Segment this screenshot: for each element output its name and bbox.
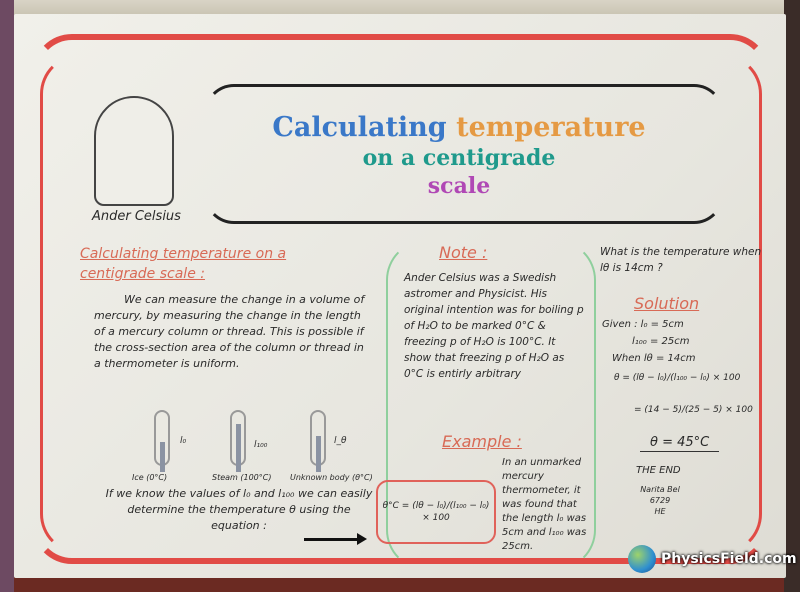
poster-title: Calculating temperature on a centigrade …: [244, 112, 674, 200]
arrow-icon: [304, 538, 359, 541]
signature-name: Narita Bel: [640, 485, 680, 494]
length-label: l₀: [180, 436, 187, 446]
length-label: l₁₀₀: [254, 440, 268, 450]
thermometer-icon: [310, 410, 326, 472]
solution-line: When lθ = 14cm: [612, 353, 696, 364]
length-label: l_θ: [334, 436, 347, 446]
question: What is the temperature when lθ is 14cm …: [600, 246, 762, 274]
left-bottom-text: If we know the values of l₀ and l₁₀₀ we …: [105, 487, 373, 532]
title-word: Calculating: [272, 112, 447, 143]
note-heading: Note :: [439, 243, 488, 262]
note-body: Ander Celsius was a Swedish astromer and…: [404, 272, 584, 380]
logo-text: PhysicsField.com: [661, 551, 797, 567]
solution-line: = (14 − 5)/(25 − 5) × 100: [634, 405, 753, 415]
globe-icon: [628, 545, 656, 573]
solution-line: Given : l₀ = 5cm: [602, 319, 684, 330]
celsius-portrait: [94, 96, 174, 206]
red-ribbon-border-sides: [40, 54, 762, 554]
signature-class: HE: [654, 507, 666, 516]
green-swirl-frame: [386, 240, 596, 570]
title-word: temperature: [456, 112, 646, 143]
signature: Narita Bel 6729 HE: [630, 484, 690, 517]
solution-line: θ = (lθ − l₀)/(l₁₀₀ − l₀) × 100: [614, 373, 741, 383]
wall: [0, 0, 800, 16]
left-heading: Calculating temperature on a centigrade …: [80, 246, 287, 282]
physicsfield-logo: PhysicsField.com: [628, 545, 797, 573]
thermometer-label: Steam (100°C): [212, 473, 272, 482]
thermometer-label: Ice (0°C): [132, 473, 168, 482]
example-heading: Example :: [442, 432, 522, 451]
formula-box: θ°C = (lθ − l₀)/(l₁₀₀ − l₀) × 100: [376, 480, 496, 544]
left-body: We can measure the change in a volume of…: [94, 293, 365, 370]
signature-id: 6729: [649, 496, 671, 505]
portrait-caption: Ander Celsius: [92, 209, 181, 224]
title-word: on a: [362, 145, 416, 171]
thermometer-icon: [230, 410, 246, 472]
formula: θ°C = (lθ − l₀)/(l₁₀₀ − l₀) × 100: [382, 501, 490, 523]
title-word: scale: [427, 173, 491, 199]
thermometer-icon: [154, 410, 170, 472]
the-end: THE END: [636, 465, 681, 476]
thermometer-label: Unknown body (θ°C): [290, 473, 373, 482]
solution-line: l₁₀₀ = 25cm: [632, 336, 690, 347]
example-body: In an unmarked mercury thermometer, it w…: [502, 457, 587, 552]
solution-answer: θ = 45°C: [640, 434, 720, 452]
title-word: centigrade: [422, 145, 556, 171]
arrow-head-icon: [357, 533, 367, 545]
wall-right: [784, 0, 800, 592]
wall-left: [0, 0, 14, 592]
solution-heading: Solution: [634, 294, 700, 313]
swirl-frame: [204, 84, 724, 224]
poster: Ander Celsius Calculating temperature on…: [14, 14, 786, 578]
